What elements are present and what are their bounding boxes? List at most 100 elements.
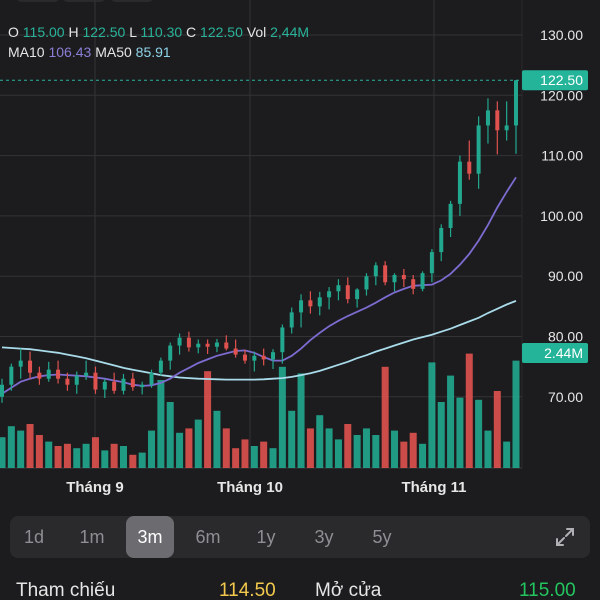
candle-body	[504, 125, 509, 131]
candle-body	[196, 343, 201, 348]
candle-body	[102, 381, 107, 390]
volume-bar	[409, 432, 417, 468]
y-tick-label: 110.00	[541, 148, 583, 164]
volume-bar	[35, 435, 43, 468]
price-stats: Tham chiếu 114.50 Mở cửa 115.00	[0, 570, 600, 600]
volume-bar	[419, 443, 427, 468]
volume-bar	[475, 399, 483, 468]
candle-body	[0, 384, 4, 397]
open-price-value: 115.00	[519, 580, 576, 600]
volume-bar	[381, 366, 389, 468]
candle-body	[373, 265, 378, 277]
volume-bar	[110, 443, 118, 468]
volume-bar	[288, 410, 296, 468]
ma10-label: MA10	[8, 44, 45, 60]
candle-body	[271, 352, 276, 360]
low-value: 110.30	[140, 24, 183, 40]
volume-bar	[456, 397, 464, 468]
candle-body	[383, 265, 388, 283]
volume-bar	[362, 428, 370, 468]
volume-bar	[7, 426, 15, 468]
last-price-badge	[522, 70, 588, 91]
close-label: C	[186, 24, 197, 40]
candle-body	[186, 337, 191, 348]
volume-bar	[101, 450, 109, 468]
candle-body	[485, 110, 490, 126]
volume-bar	[185, 428, 193, 468]
candle-body	[392, 274, 397, 283]
volume-bar	[391, 430, 399, 468]
top-toolbar-fragment	[0, 0, 600, 4]
volume-bar	[503, 441, 511, 468]
candle-body	[140, 384, 145, 388]
volume-bar	[0, 437, 6, 468]
range-3y-button[interactable]: 3y	[314, 527, 334, 547]
ma50-label: MA50	[95, 44, 132, 60]
stock-price-chart[interactable]: 130.00 120.00 110.00 100.00 90.00 80.00 70.00 1…	[0, 0, 600, 505]
volume-bar	[353, 435, 361, 468]
volume-bar	[17, 430, 25, 468]
candle-body	[214, 342, 219, 347]
ohlc-legend: O 115.00 H 122.50 L 110.30 C 122.50 Vol …	[8, 22, 309, 62]
candle-body	[93, 372, 98, 390]
ma10-value: 106.43	[48, 44, 92, 60]
candle-body	[327, 291, 332, 298]
volume-bar	[166, 402, 174, 468]
ma50-line	[1, 300, 517, 381]
candle-body	[37, 372, 42, 379]
volume-bar	[232, 448, 240, 468]
candle-body	[289, 312, 294, 328]
last-volume-badge	[522, 343, 588, 363]
candle-body	[56, 369, 61, 379]
range-1y-button[interactable]: 1y	[256, 527, 276, 547]
candle-body	[252, 355, 257, 361]
candle-body	[46, 369, 51, 379]
volume-bar	[428, 362, 436, 468]
high-value: 122.50	[82, 24, 126, 40]
volume-bar	[241, 439, 249, 468]
range-1m-button[interactable]: 1m	[79, 527, 105, 547]
x-tick-label: Tháng 10	[217, 479, 283, 496]
range-1d-button[interactable]: 1d	[23, 527, 45, 547]
candle-body	[280, 327, 285, 353]
reference-label: Tham chiếu	[16, 580, 116, 600]
volume-bar	[54, 446, 62, 468]
candle-body	[168, 345, 173, 361]
volume-bar	[204, 371, 212, 468]
volume-bar	[269, 448, 277, 468]
volume-bar	[45, 441, 53, 468]
range-5y-button[interactable]: 5y	[372, 527, 392, 547]
candle-body	[336, 285, 341, 292]
candle-body	[121, 378, 126, 391]
range-3m-button[interactable]: 3m	[126, 516, 174, 558]
candle-body	[177, 337, 182, 346]
time-range-selector: 1d 1m 3m 6m 1y 3y 5y	[10, 516, 590, 558]
ohlc-row: O 115.00 H 122.50 L 110.30 C 122.50 Vol …	[8, 22, 309, 42]
range-6m-button[interactable]: 6m	[195, 527, 221, 547]
volume-bar	[465, 353, 473, 468]
candle-body	[205, 343, 210, 347]
expand-icon[interactable]	[554, 526, 576, 548]
volume-bar	[400, 441, 408, 468]
volume-value: 2,44M	[270, 24, 310, 40]
candle-body	[448, 203, 453, 228]
volume-bar	[447, 375, 455, 468]
candle-body	[476, 125, 481, 174]
y-tick-label: 120.00	[540, 87, 583, 103]
volume-bar	[334, 439, 342, 468]
volume-bar	[63, 443, 71, 468]
y-tick-label: 70.00	[548, 389, 583, 405]
candle-body	[9, 366, 14, 385]
candle-body	[84, 372, 89, 376]
volume-bar	[138, 452, 146, 468]
volume-bar	[176, 432, 184, 468]
y-tick-label: 80.00	[548, 329, 583, 345]
volume-bar	[484, 430, 492, 468]
volume-bar	[250, 446, 258, 468]
candle-body	[495, 110, 500, 131]
volume-bar	[26, 424, 34, 468]
candle-body	[457, 161, 462, 204]
candle-body	[317, 297, 322, 307]
reference-value: 114.50	[219, 580, 276, 600]
candle-body	[74, 375, 79, 385]
